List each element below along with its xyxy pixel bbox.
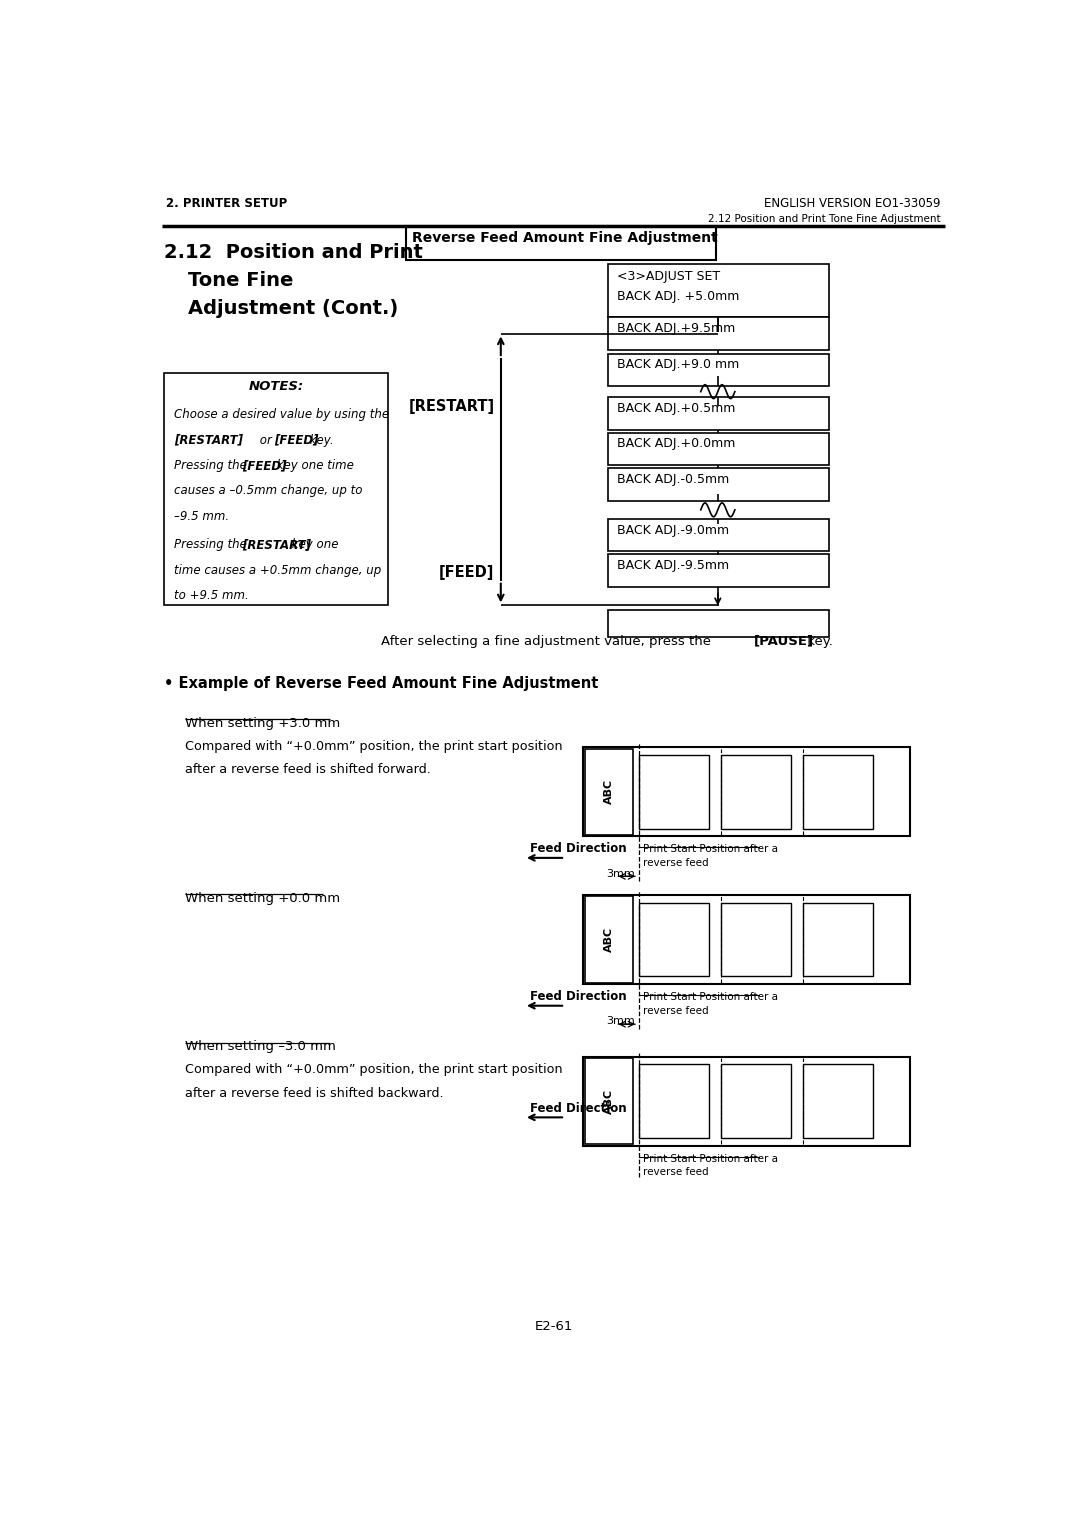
Text: 2.12  Position and Print: 2.12 Position and Print (164, 243, 423, 263)
Bar (638, 903, 708, 976)
Text: –9.5 mm.: –9.5 mm. (174, 510, 229, 523)
Text: <3>ADJUST SET: <3>ADJUST SET (617, 270, 720, 283)
Bar (608, 555, 828, 587)
Text: reverse feed: reverse feed (644, 1167, 710, 1178)
Bar (608, 468, 828, 501)
Text: BACK ADJ.+9.5mm: BACK ADJ.+9.5mm (617, 322, 735, 335)
Text: Print Start Position after a: Print Start Position after a (644, 992, 779, 1002)
Bar (608, 318, 828, 350)
Text: reverse feed: reverse feed (644, 1005, 710, 1016)
Text: Reverse Feed Amount Fine Adjustment: Reverse Feed Amount Fine Adjustment (413, 231, 718, 244)
Text: BACK ADJ.+0.5mm: BACK ADJ.+0.5mm (617, 402, 735, 416)
Text: Compared with “+0.0mm” position, the print start position: Compared with “+0.0mm” position, the pri… (186, 1063, 563, 1076)
Text: Choose a desired value by using the: Choose a desired value by using the (174, 408, 389, 422)
Bar (583, 747, 910, 836)
Bar (804, 755, 873, 828)
Text: key.: key. (804, 634, 833, 648)
Text: BACK ADJ.+0.0mm: BACK ADJ.+0.0mm (617, 437, 735, 451)
Text: 2. PRINTER SETUP: 2. PRINTER SETUP (166, 197, 287, 211)
Text: 3mm: 3mm (606, 1016, 635, 1027)
Text: [FEED]: [FEED] (274, 434, 319, 446)
Text: key one time: key one time (273, 458, 354, 472)
Text: key one: key one (288, 538, 339, 552)
Bar (608, 520, 828, 552)
Text: When setting –3.0 mm: When setting –3.0 mm (186, 1041, 336, 1053)
Text: NOTES:: NOTES: (248, 380, 303, 394)
Bar (608, 353, 828, 387)
Bar (583, 1056, 910, 1146)
Bar (608, 397, 828, 429)
Text: Compared with “+0.0mm” position, the print start position: Compared with “+0.0mm” position, the pri… (186, 740, 563, 753)
Text: [RESTART]: [RESTART] (174, 434, 243, 446)
Text: After selecting a fine adjustment value, press the: After selecting a fine adjustment value,… (381, 634, 716, 648)
Text: 2.12 Position and Print Tone Fine Adjustment: 2.12 Position and Print Tone Fine Adjust… (708, 214, 941, 225)
Text: Pressing the: Pressing the (174, 538, 251, 552)
Text: [RESTART]: [RESTART] (242, 538, 311, 552)
Text: BACK ADJ.+9.0 mm: BACK ADJ.+9.0 mm (617, 358, 740, 371)
Bar (584, 1057, 633, 1144)
Bar (721, 755, 791, 828)
Text: BACK ADJ.-9.5mm: BACK ADJ.-9.5mm (617, 559, 729, 571)
Text: ABC: ABC (604, 927, 613, 952)
Bar (608, 264, 828, 316)
Text: BACK ADJ. +5.0mm: BACK ADJ. +5.0mm (617, 290, 740, 304)
Text: E2-61: E2-61 (535, 1320, 572, 1332)
Bar (608, 610, 828, 637)
Text: causes a –0.5mm change, up to: causes a –0.5mm change, up to (174, 484, 362, 498)
Bar (584, 749, 633, 834)
Bar (804, 903, 873, 976)
Text: BACK ADJ.-9.0mm: BACK ADJ.-9.0mm (617, 524, 729, 536)
Text: • Example of Reverse Feed Amount Fine Adjustment: • Example of Reverse Feed Amount Fine Ad… (164, 677, 598, 691)
Text: BACK ADJ.-0.5mm: BACK ADJ.-0.5mm (617, 472, 729, 486)
Text: Feed Direction: Feed Direction (530, 990, 626, 1004)
Bar (406, 226, 716, 260)
Text: key.: key. (306, 434, 333, 446)
Text: ENGLISH VERSION EO1-33059: ENGLISH VERSION EO1-33059 (765, 197, 941, 211)
Text: ABC: ABC (604, 779, 613, 804)
Bar (721, 1063, 791, 1138)
Text: time causes a +0.5mm change, up: time causes a +0.5mm change, up (174, 564, 381, 576)
Text: When setting +0.0 mm: When setting +0.0 mm (186, 892, 340, 905)
Bar (804, 1063, 873, 1138)
Bar (164, 373, 388, 605)
Text: reverse feed: reverse feed (644, 857, 710, 868)
Text: Tone Fine: Tone Fine (188, 270, 293, 290)
Text: after a reverse feed is shifted backward.: after a reverse feed is shifted backward… (186, 1086, 444, 1100)
Text: 3mm: 3mm (606, 868, 635, 879)
Text: or: or (256, 434, 275, 446)
Bar (584, 897, 633, 983)
Text: Feed Direction: Feed Direction (530, 842, 626, 856)
Text: Adjustment (Cont.): Adjustment (Cont.) (188, 299, 397, 318)
Bar (638, 1063, 708, 1138)
Bar (608, 432, 828, 465)
Bar (721, 903, 791, 976)
Text: [PAUSE]: [PAUSE] (754, 634, 813, 648)
Text: Print Start Position after a: Print Start Position after a (644, 843, 779, 854)
Text: Print Start Position after a: Print Start Position after a (644, 1154, 779, 1163)
Text: [FEED]: [FEED] (440, 565, 495, 581)
Bar (638, 755, 708, 828)
Text: When setting +3.0 mm: When setting +3.0 mm (186, 717, 340, 730)
Text: Feed Direction: Feed Direction (530, 1102, 626, 1115)
Text: Pressing the: Pressing the (174, 458, 251, 472)
Text: [RESTART]: [RESTART] (408, 399, 495, 414)
Text: [FEED]: [FEED] (242, 458, 286, 472)
Text: after a reverse feed is shifted forward.: after a reverse feed is shifted forward. (186, 762, 431, 776)
Text: ABC: ABC (604, 1088, 613, 1114)
Text: to +9.5 mm.: to +9.5 mm. (174, 590, 248, 602)
Bar (583, 895, 910, 984)
